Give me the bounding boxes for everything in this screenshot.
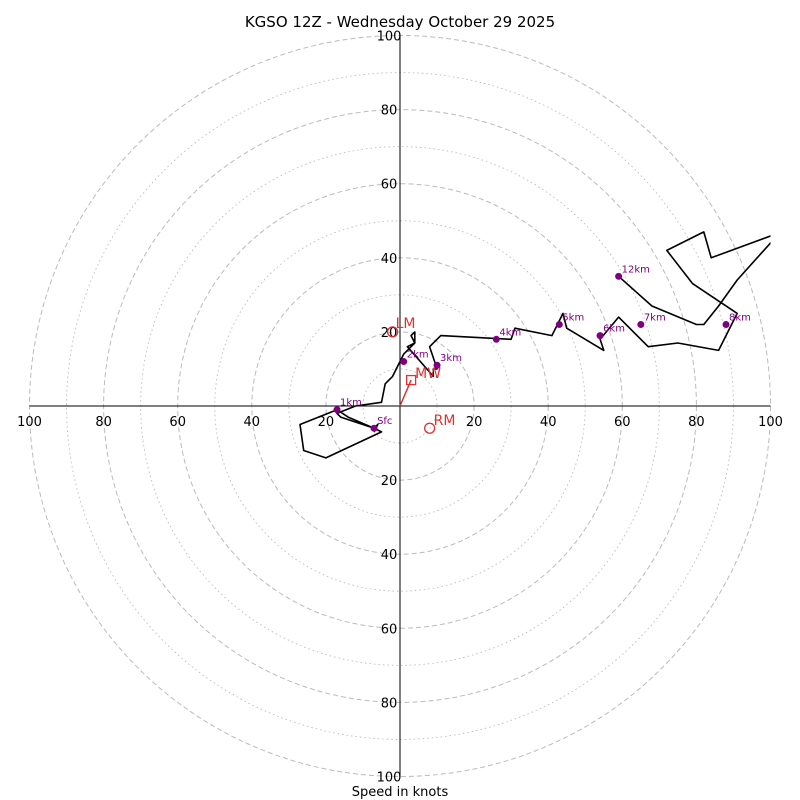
x-tick-label: 80	[95, 415, 112, 430]
right-mover-label: RM	[434, 413, 456, 429]
y-tick-label: 80	[381, 104, 398, 119]
height-marker-7km	[637, 320, 645, 328]
height-label-4km: 4km	[499, 327, 521, 338]
height-marker-1km	[333, 406, 341, 414]
chart-title: KGSO 12Z - Wednesday October 29 2025	[245, 13, 555, 31]
height-label-7km: 7km	[644, 312, 666, 323]
height-label-Sfc: Sfc	[377, 416, 392, 427]
x-tick-label: 100	[758, 415, 783, 430]
height-marker-4km	[492, 335, 500, 343]
height-marker-layer: Sfc 1km 2km 3km 4km 5km 6km 7km 8km 12km	[333, 264, 751, 432]
y-tick-label: 80	[381, 696, 398, 711]
tick-labels: 100 80 60 40 20 20 40 60 80 100100806040202040608…	[17, 30, 783, 786]
height-marker-8km	[722, 320, 730, 328]
y-tick-label: 20	[381, 474, 398, 489]
height-marker-12km	[615, 272, 623, 280]
height-marker-Sfc	[370, 424, 378, 432]
storm-motion-layer: MW LM RM	[386, 316, 456, 434]
x-tick-label: 60	[169, 415, 186, 430]
y-tick-label: 40	[381, 548, 398, 563]
height-label-1km: 1km	[340, 398, 362, 409]
x-tick-label: 80	[688, 415, 705, 430]
y-tick-label: 40	[381, 252, 398, 267]
x-tick-label: 20	[318, 415, 335, 430]
left-mover-label: LM	[396, 316, 416, 332]
height-label-5km: 5km	[562, 312, 584, 323]
x-tick-label: 20	[466, 415, 483, 430]
height-label-2km: 2km	[407, 350, 429, 361]
x-tick-label: 60	[614, 415, 631, 430]
x-tick-label: 100	[17, 415, 42, 430]
x-axis-label: Speed in knots	[352, 785, 449, 800]
right-mover-marker	[423, 422, 436, 434]
x-tick-label: 40	[244, 415, 261, 430]
height-label-3km: 3km	[440, 353, 462, 364]
height-marker-2km	[400, 358, 408, 366]
height-label-6km: 6km	[603, 324, 625, 335]
mean-wind-marker	[405, 374, 417, 386]
y-tick-label: 60	[381, 622, 398, 637]
height-marker-6km	[596, 332, 604, 340]
height-label-12km: 12km	[622, 264, 650, 275]
y-tick-label: 100	[377, 771, 402, 786]
height-marker-5km	[555, 320, 563, 328]
x-tick-label: 40	[540, 415, 557, 430]
y-tick-label: 100	[377, 30, 402, 45]
mean-wind-label: MW	[415, 366, 441, 382]
left-mover-marker	[386, 326, 399, 338]
height-label-8km: 8km	[729, 312, 751, 323]
y-tick-label: 60	[381, 178, 398, 193]
height-marker-3km	[433, 361, 441, 369]
